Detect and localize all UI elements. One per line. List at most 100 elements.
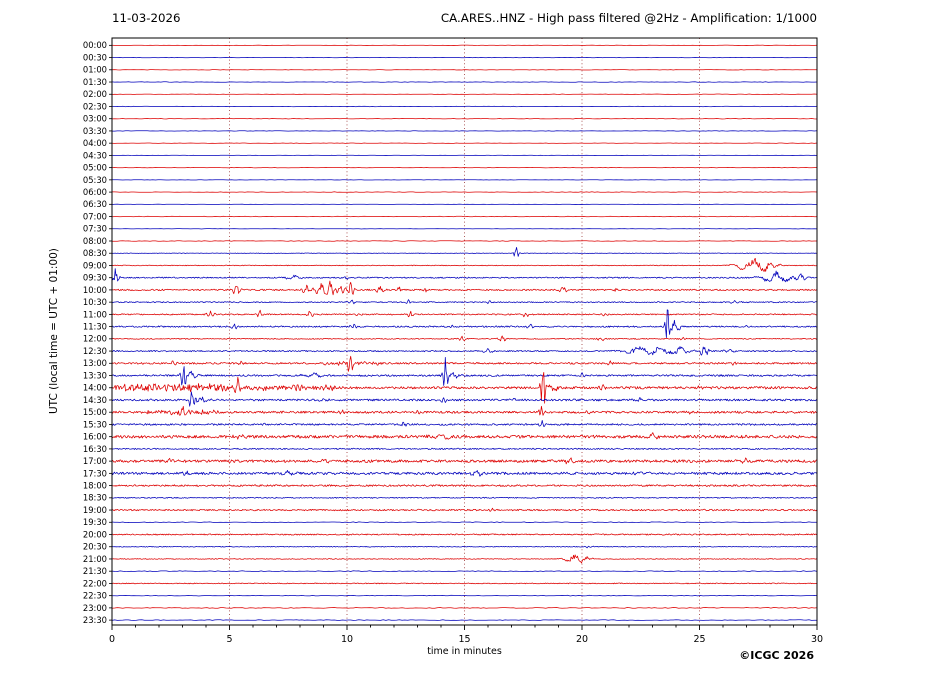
row-label: 05:00 bbox=[83, 163, 107, 173]
trace-23:00 bbox=[111, 607, 818, 609]
x-tick-label: 20 bbox=[576, 634, 588, 645]
row-label: 13:30 bbox=[83, 370, 107, 380]
row-label: 07:00 bbox=[83, 211, 107, 221]
trace-21:00 bbox=[111, 554, 818, 564]
x-tick-label: 25 bbox=[693, 634, 705, 645]
trace-08:30 bbox=[111, 247, 818, 257]
row-label: 04:00 bbox=[83, 138, 107, 148]
trace-10:00 bbox=[111, 280, 818, 296]
row-label: 02:30 bbox=[83, 101, 107, 111]
row-label: 14:30 bbox=[83, 395, 107, 405]
trace-21:30 bbox=[111, 570, 818, 572]
row-label: 01:30 bbox=[83, 77, 107, 87]
trace-19:30 bbox=[111, 521, 818, 523]
trace-18:00 bbox=[111, 484, 818, 487]
row-label: 01:00 bbox=[83, 65, 107, 75]
trace-15:30 bbox=[111, 420, 818, 427]
x-axis-label: time in minutes bbox=[427, 646, 502, 657]
trace-07:00 bbox=[111, 215, 818, 218]
row-label: 16:30 bbox=[83, 444, 107, 454]
row-label: 22:30 bbox=[83, 591, 107, 601]
trace-12:30 bbox=[111, 346, 818, 356]
row-label: 11:00 bbox=[83, 309, 107, 319]
trace-14:30 bbox=[111, 391, 818, 407]
row-label: 15:30 bbox=[83, 419, 107, 429]
row-label: 10:30 bbox=[83, 297, 107, 307]
trace-18:30 bbox=[111, 496, 818, 499]
row-label: 03:30 bbox=[83, 126, 107, 136]
trace-11:30 bbox=[111, 309, 818, 338]
row-label: 00:00 bbox=[83, 40, 107, 50]
row-label: 08:00 bbox=[83, 236, 107, 246]
row-label: 06:30 bbox=[83, 199, 107, 209]
trace-02:00 bbox=[111, 93, 818, 95]
trace-05:00 bbox=[111, 167, 818, 169]
row-label: 04:30 bbox=[83, 150, 107, 160]
trace-22:30 bbox=[111, 594, 818, 597]
row-label: 09:30 bbox=[83, 273, 107, 283]
x-tick-label: 15 bbox=[458, 634, 470, 645]
row-label: 05:30 bbox=[83, 175, 107, 185]
row-label: 08:30 bbox=[83, 248, 107, 258]
trace-20:30 bbox=[111, 545, 818, 549]
x-tick-label: 0 bbox=[109, 634, 115, 645]
x-tick-label: 30 bbox=[811, 634, 823, 645]
row-label: 11:30 bbox=[83, 322, 107, 332]
row-label: 06:00 bbox=[83, 187, 107, 197]
row-label: 19:30 bbox=[83, 517, 107, 527]
trace-10:30 bbox=[111, 299, 817, 305]
row-label: 00:30 bbox=[83, 52, 107, 62]
trace-13:30 bbox=[111, 357, 818, 386]
row-label: 09:00 bbox=[83, 260, 107, 270]
row-label: 15:00 bbox=[83, 407, 107, 417]
row-label: 19:00 bbox=[83, 505, 107, 515]
trace-06:00 bbox=[112, 191, 818, 193]
plot-title: CA.ARES..HNZ - High pass filtered @2Hz -… bbox=[440, 11, 817, 25]
trace-11:00 bbox=[111, 309, 817, 318]
y-axis-label: UTC (local time = UTC + 01:00) bbox=[48, 248, 60, 414]
row-label: 21:00 bbox=[83, 554, 107, 564]
row-label: 13:00 bbox=[83, 358, 107, 368]
row-label: 02:00 bbox=[83, 89, 107, 99]
trace-12:00 bbox=[111, 335, 818, 342]
x-tick-label: 10 bbox=[341, 634, 353, 645]
trace-23:30 bbox=[111, 619, 818, 621]
row-label: 18:30 bbox=[83, 493, 107, 503]
row-label: 12:30 bbox=[83, 346, 107, 356]
row-label: 12:00 bbox=[83, 334, 107, 344]
row-label: 16:00 bbox=[83, 432, 107, 442]
row-label: 14:00 bbox=[83, 383, 107, 393]
row-label: 23:30 bbox=[83, 615, 107, 625]
row-label: 21:30 bbox=[83, 566, 107, 576]
row-label: 17:30 bbox=[83, 468, 107, 478]
trace-16:30 bbox=[111, 447, 817, 450]
row-label: 17:00 bbox=[83, 456, 107, 466]
trace-03:00 bbox=[111, 118, 818, 120]
trace-19:00 bbox=[111, 507, 818, 512]
row-label: 23:00 bbox=[83, 603, 107, 613]
trace-20:00 bbox=[112, 533, 818, 536]
trace-17:00 bbox=[111, 457, 818, 465]
copyright-credit: ©ICGC 2026 bbox=[739, 649, 814, 662]
row-label: 22:00 bbox=[83, 578, 107, 588]
trace-09:00 bbox=[111, 258, 818, 272]
plot-date: 11-03-2026 bbox=[112, 11, 181, 25]
trace-15:00 bbox=[111, 405, 818, 416]
row-label: 20:00 bbox=[83, 529, 107, 539]
row-label: 18:00 bbox=[83, 480, 107, 490]
trace-16:00 bbox=[111, 432, 818, 440]
row-label: 10:00 bbox=[83, 285, 107, 295]
plot-frame bbox=[111, 37, 818, 626]
trace-14:00 bbox=[111, 372, 818, 404]
row-label: 07:30 bbox=[83, 224, 107, 234]
trace-09:30 bbox=[111, 268, 818, 283]
trace-17:30 bbox=[111, 470, 818, 477]
trace-13:00 bbox=[111, 355, 818, 372]
row-label: 20:30 bbox=[83, 542, 107, 552]
trace-22:00 bbox=[111, 582, 818, 585]
trace-00:00 bbox=[111, 44, 818, 46]
row-label: 03:00 bbox=[83, 114, 107, 124]
x-tick-label: 5 bbox=[226, 634, 232, 645]
